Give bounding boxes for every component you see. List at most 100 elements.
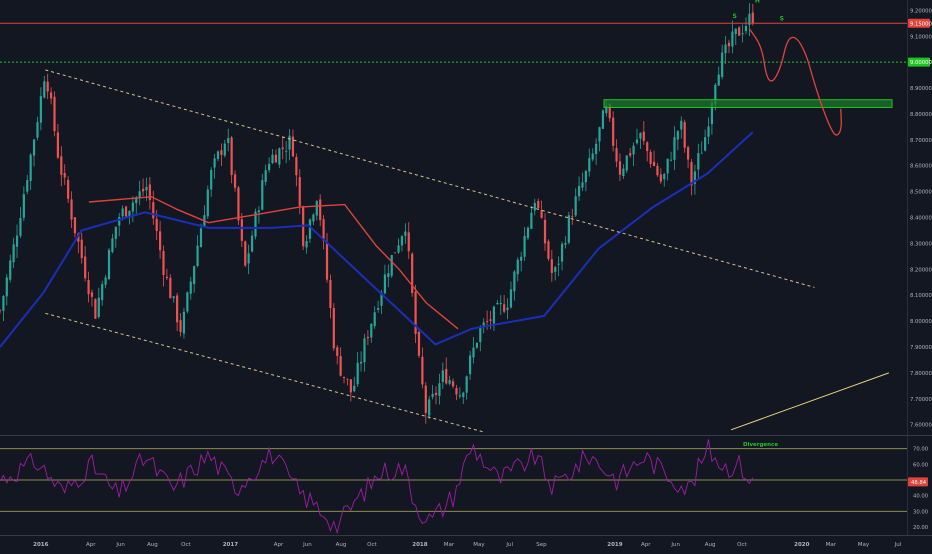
candle-body: [342, 376, 346, 378]
candle-body: [302, 207, 305, 247]
candle-body: [101, 284, 104, 300]
x-tick-label: Oct: [181, 542, 191, 548]
candle-body: [87, 280, 90, 295]
candle-body: [36, 122, 39, 138]
candle-body: [274, 154, 278, 163]
x-tick-label: Apr: [641, 542, 651, 548]
candle-body: [577, 185, 581, 197]
candle-body: [686, 147, 690, 160]
price-tag-lower: 9.00000: [910, 60, 932, 66]
candle-body: [0, 310, 2, 312]
candle-body: [693, 171, 697, 184]
candle-body: [612, 117, 615, 146]
x-tick-label: Sep: [536, 542, 547, 548]
candle-body: [397, 245, 400, 253]
candle-body: [421, 356, 424, 385]
candle-body: [84, 256, 87, 279]
candle-body: [12, 244, 15, 263]
candle-body: [271, 154, 274, 164]
candle-body: [319, 199, 322, 221]
candle-body: [622, 168, 625, 177]
candle-body: [216, 151, 220, 159]
candle-body: [506, 307, 509, 310]
candle-body: [152, 202, 155, 219]
price-tick-label: 8.80000: [910, 112, 932, 118]
candle-body: [414, 291, 417, 335]
candle-body: [94, 299, 97, 319]
candle-body: [182, 311, 186, 334]
candle-body: [193, 266, 196, 285]
x-tick-label: 2019: [607, 542, 622, 548]
candle-body: [550, 259, 553, 273]
x-tick-label: Oct: [737, 542, 747, 548]
candle-body: [697, 153, 700, 170]
candle-body: [424, 385, 427, 413]
candle-body: [288, 135, 291, 150]
candle-body: [329, 279, 332, 308]
rsi-value-tag-bg: [908, 477, 928, 487]
candle-body: [322, 219, 325, 241]
candle-body: [530, 212, 533, 229]
candle-body: [700, 152, 703, 154]
candle-body: [220, 150, 223, 155]
candle-body: [305, 241, 308, 248]
candle-body: [390, 255, 393, 276]
candle-body: [526, 227, 530, 238]
candle-body: [206, 189, 209, 217]
price-tick-label: 8.40000: [910, 216, 932, 222]
candle-body: [411, 253, 414, 294]
candle-body: [462, 392, 465, 398]
candle-body: [230, 137, 233, 175]
candle-body: [90, 292, 94, 297]
candle-body: [744, 26, 748, 32]
candle-body: [513, 271, 516, 292]
candle-body: [496, 303, 499, 305]
candle-body: [499, 302, 502, 305]
candle-body: [114, 226, 117, 239]
candle-body: [176, 295, 179, 323]
candle-body: [751, 12, 754, 23]
candle-body: [676, 131, 679, 140]
candle-body: [475, 342, 478, 348]
candle-body: [523, 235, 526, 257]
x-tick-label: Jun: [115, 542, 125, 548]
candle-body: [714, 84, 717, 105]
candle-body: [516, 259, 519, 275]
price-tick-label: 7.90000: [910, 345, 932, 351]
channel-upper-line: [45, 69, 815, 288]
candle-body: [581, 182, 584, 188]
candle-body: [571, 216, 574, 218]
candle-body: [295, 157, 298, 176]
price-tag-upper-bg: [908, 18, 930, 28]
candle-body: [625, 155, 628, 171]
candle-body: [441, 370, 444, 382]
candle-body: [407, 232, 410, 252]
x-tick-label: 2018: [412, 542, 427, 548]
candle-body: [383, 274, 387, 294]
candle-body: [298, 177, 301, 206]
candle-body: [520, 256, 523, 261]
candle-body: [458, 395, 461, 397]
x-axis: 2016 Apr Jun Aug Oct 2017 Apr Jun Aug Oct 2018 Mar M…: [33, 542, 902, 548]
x-tick-label: Apr: [86, 542, 96, 548]
candle-body: [107, 249, 111, 280]
candle-body: [49, 92, 53, 99]
candle-body: [131, 202, 134, 212]
candle-body: [336, 347, 339, 356]
x-tick-label: Aug: [336, 542, 347, 548]
price-tick-label: 8.10000: [910, 293, 932, 299]
candle-body: [244, 241, 247, 266]
candle-body: [428, 399, 431, 416]
x-tick-label: Mar: [444, 542, 455, 548]
candle-body: [370, 323, 373, 338]
candle-body: [254, 211, 257, 237]
price-tick-label: 7.80000: [910, 371, 932, 377]
candle-body: [434, 392, 438, 395]
candle-body: [666, 158, 669, 174]
pattern-label-1: S: [733, 13, 737, 20]
divergence-label: Divergence: [743, 442, 778, 448]
candle-body: [557, 263, 560, 265]
price-tick-label: 7.70000: [910, 397, 932, 403]
candle-body: [104, 277, 107, 285]
candle-body: [656, 165, 659, 176]
